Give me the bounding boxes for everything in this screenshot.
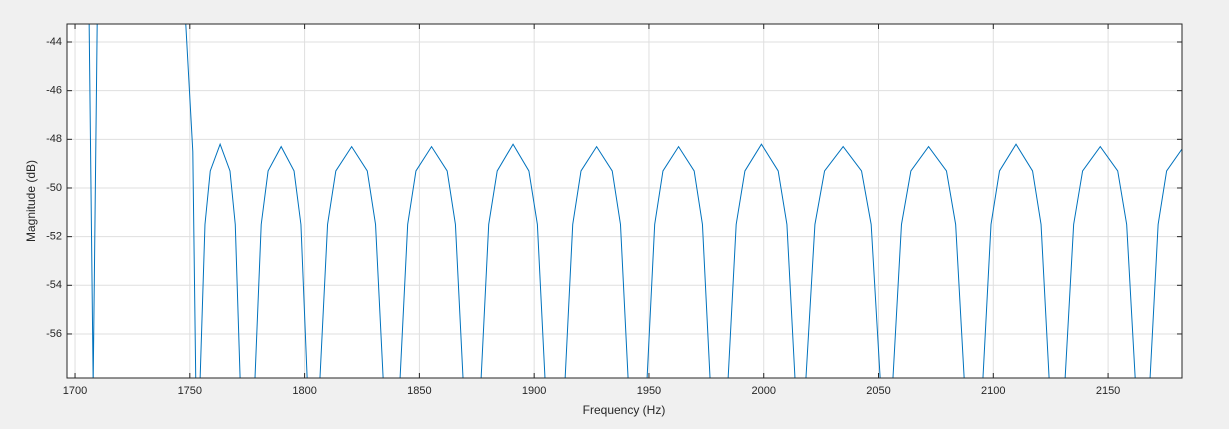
data-line [88, 24, 1182, 378]
x-tick-label: 2050 [866, 385, 890, 397]
x-tick-label: 2150 [1096, 385, 1120, 397]
x-tick-label: 1750 [178, 385, 202, 397]
x-tick-label: 1950 [637, 385, 661, 397]
y-tick-label: -52 [46, 231, 62, 243]
ticks: 1700 1750 1800 1850 1900 1950 2000 2050 2100 2150… [46, 24, 1182, 397]
y-tick-label: -48 [46, 133, 62, 145]
y-tick-label: -46 [46, 85, 62, 97]
y-axis-label: Magnitude (dB) [24, 160, 38, 242]
y-tick-label: -54 [46, 279, 62, 291]
grid [67, 24, 1182, 378]
x-tick-label: 2000 [751, 385, 775, 397]
y-tick-label: -56 [46, 328, 62, 340]
x-tick-label: 1850 [407, 385, 431, 397]
x-tick-label: 1700 [63, 385, 87, 397]
x-tick-label: 2100 [981, 385, 1005, 397]
y-tick-label: -44 [46, 36, 62, 48]
axes-background [67, 24, 1182, 378]
plot-area [88, 24, 1182, 378]
x-axis-label: Frequency (Hz) [583, 403, 666, 417]
y-tick-label: -50 [46, 182, 62, 194]
x-tick-label: 1900 [522, 385, 546, 397]
axes-box [66, 23, 1183, 379]
x-tick-label: 1800 [292, 385, 316, 397]
